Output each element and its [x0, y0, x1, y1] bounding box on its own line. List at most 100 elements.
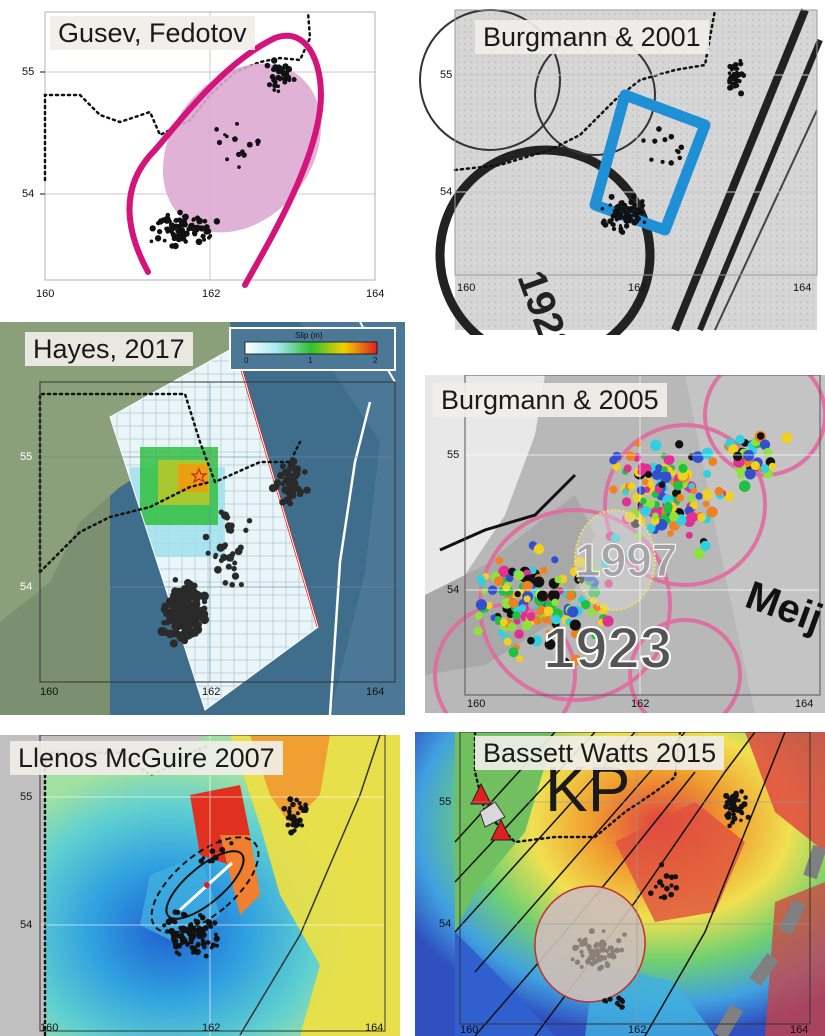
earthquake-dot [624, 511, 636, 523]
earthquake-dot [744, 468, 756, 480]
earthquake-dot [591, 632, 598, 640]
earthquake-dot [280, 481, 286, 487]
earthquake-dot [193, 224, 198, 229]
aftershock-contour [126, 32, 324, 288]
earthquake-dot [473, 626, 483, 636]
earthquake-dot [283, 76, 288, 80]
trench-line [328, 401, 372, 715]
rupture-ellipse [162, 63, 322, 233]
earthquake-dot [180, 927, 187, 934]
earthquake-dot [738, 480, 751, 492]
earthquake-dot [169, 639, 178, 648]
lon-tick-162: 162 [628, 1024, 647, 1036]
earthquake-dot [639, 497, 647, 505]
panel-title: Llenos McGuire 2007 [10, 741, 283, 775]
earthquake-dot [736, 798, 741, 803]
earthquake-dot [570, 957, 575, 962]
earthquake-dot [285, 822, 291, 828]
earthquake-dots-in-region [570, 928, 627, 972]
earthquake-dot [243, 527, 249, 533]
earthquake-dot [583, 569, 596, 582]
earthquake-dots [149, 57, 297, 250]
earthquake-dot [739, 789, 744, 794]
earthquake-dot [235, 121, 239, 126]
earthquake-dot [739, 71, 745, 77]
earthquake-dot [203, 616, 209, 623]
earthquake-dot [560, 657, 570, 667]
earthquake-dot [222, 580, 229, 586]
earthquake-dot [164, 226, 169, 231]
earthquake-dot [231, 572, 240, 580]
earthquake-dot [195, 238, 203, 246]
earthquake-dot [170, 628, 180, 638]
earthquake-dot [172, 909, 178, 915]
lon-tick-162: 162 [202, 1022, 221, 1034]
earthquake-dot [622, 932, 627, 937]
earthquake-dot [536, 590, 548, 602]
earthquake-dot [207, 235, 211, 240]
earthquake-dot [485, 601, 493, 610]
earthquake-dot [229, 551, 236, 557]
earthquake-dot [569, 567, 580, 577]
earthquake-dot [617, 204, 622, 209]
earthquake-dot [580, 599, 591, 610]
earthquake-dot [213, 854, 218, 860]
earthquake-dot [625, 213, 631, 219]
earthquake-dot [637, 467, 646, 476]
earthquake-dot [167, 917, 174, 924]
earthquake-dot [202, 533, 210, 541]
earthquake-dot [512, 611, 521, 620]
earthquake-dot [675, 148, 679, 153]
lat-tick-54: 54 [439, 918, 452, 930]
earthquake-dots [162, 796, 309, 959]
gridlines [40, 382, 395, 682]
earthquake-dot [268, 484, 277, 493]
earthquake-dot [714, 486, 724, 496]
earthquake-dot [738, 58, 743, 63]
earthquake-dot [593, 943, 598, 949]
earthquake-dot [768, 462, 777, 471]
earthquake-dot [727, 84, 733, 91]
earthquake-dot [295, 821, 299, 826]
earthquake-dot [735, 434, 745, 445]
earthquake-dot [623, 464, 632, 473]
earthquake-dot [474, 611, 483, 620]
earthquake-dot [609, 456, 618, 465]
contour-ellipse-inner [165, 850, 245, 920]
earthquake-dot [587, 955, 593, 960]
earthquake-dot [723, 803, 729, 810]
colorbar-label-2: 2 [373, 356, 378, 365]
earthquake-dot [225, 134, 229, 139]
earthquake-dot [296, 818, 301, 823]
earthquake-dot [523, 595, 531, 603]
earthquake-dot [287, 806, 292, 811]
earthquake-dot [205, 919, 213, 926]
lat-tick-54: 54 [447, 584, 460, 596]
earthquake-dot [608, 193, 615, 200]
earthquake-dot [205, 228, 212, 235]
earthquake-dot [565, 590, 576, 601]
earthquake-dot [618, 997, 625, 1003]
earthquake-dot [728, 444, 739, 455]
earthquake-dot [289, 484, 296, 491]
earthquake-dot [641, 138, 646, 143]
epicenter-star-icon [190, 467, 208, 484]
burgmann2005-map [425, 375, 825, 713]
lon-tick-162: 162 [631, 698, 650, 710]
earthquake-dot [191, 933, 196, 937]
earthquake-dot [668, 874, 675, 880]
earthquake-dot [627, 482, 636, 491]
earthquake-dot [616, 937, 622, 944]
earthquake-dot [236, 151, 242, 158]
earthquake-dot [213, 554, 218, 560]
earthquake-dot [177, 952, 182, 957]
earthquake-dot [728, 76, 733, 81]
earthquake-dot [731, 812, 736, 817]
earthquake-dot [169, 243, 175, 249]
earthquake-dot [232, 136, 238, 142]
earthquake-dot [229, 581, 236, 588]
earthquake-dot [621, 497, 632, 507]
earthquake-dot [609, 485, 618, 494]
rupture-box [589, 89, 711, 236]
earthquake-dot [196, 928, 201, 933]
